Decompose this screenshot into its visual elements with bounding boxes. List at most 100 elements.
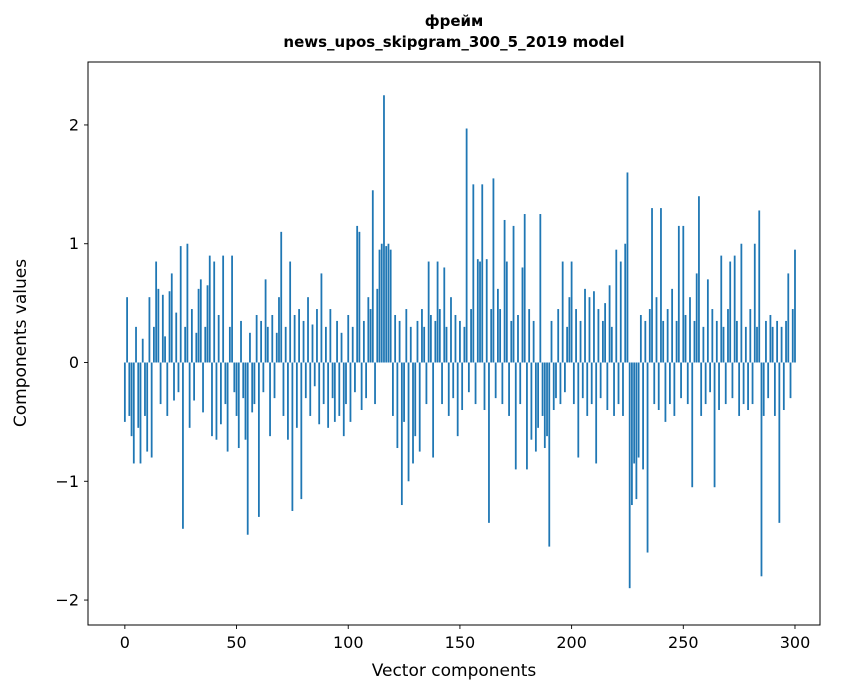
bar xyxy=(776,320,779,363)
bar xyxy=(164,336,166,363)
bar xyxy=(403,362,405,422)
bar xyxy=(409,326,412,363)
bar xyxy=(329,309,332,363)
bar xyxy=(564,362,566,393)
bar xyxy=(436,261,439,363)
bar xyxy=(566,326,569,363)
bar xyxy=(340,332,343,363)
bar xyxy=(432,362,435,458)
bar xyxy=(624,243,627,363)
bar xyxy=(128,362,131,416)
bar xyxy=(505,261,508,363)
x-tick-label: 300 xyxy=(780,633,811,652)
bar xyxy=(767,362,770,399)
bar xyxy=(546,362,548,437)
bar xyxy=(195,332,198,363)
bar xyxy=(132,362,135,464)
bar xyxy=(749,309,752,363)
bar xyxy=(307,297,309,363)
bar xyxy=(226,362,229,452)
bar xyxy=(184,326,187,363)
bar xyxy=(626,172,629,363)
bar xyxy=(313,362,316,387)
bar xyxy=(541,362,544,416)
bar xyxy=(706,279,709,363)
bar xyxy=(295,362,298,428)
y-tick-label: −2 xyxy=(55,591,79,610)
bar xyxy=(275,332,278,363)
bar xyxy=(787,273,790,363)
bar xyxy=(467,362,470,393)
bar xyxy=(235,362,238,416)
bar xyxy=(691,362,694,488)
bar xyxy=(597,309,600,363)
bar xyxy=(669,362,671,405)
bar xyxy=(130,362,133,437)
bar xyxy=(722,326,725,363)
bar xyxy=(412,362,414,464)
bar xyxy=(733,255,736,363)
bar xyxy=(595,362,598,464)
bar xyxy=(253,362,256,405)
bar xyxy=(204,326,207,363)
y-axis-label: Components values xyxy=(11,259,31,427)
bar xyxy=(648,309,651,363)
bar xyxy=(222,255,225,363)
bar xyxy=(568,297,571,363)
bar xyxy=(211,362,213,437)
bar xyxy=(260,320,263,363)
bar xyxy=(396,362,399,449)
bar xyxy=(633,362,636,464)
bar xyxy=(689,297,691,363)
bar xyxy=(731,362,734,399)
bar xyxy=(494,362,497,399)
bar xyxy=(548,362,551,547)
bar xyxy=(561,261,564,363)
bar xyxy=(736,320,738,363)
x-tick-label: 150 xyxy=(445,633,476,652)
bar xyxy=(702,326,705,363)
bar xyxy=(771,326,774,363)
bar xyxy=(753,243,756,363)
bar xyxy=(278,297,280,363)
bar xyxy=(287,362,289,440)
bar xyxy=(215,362,218,440)
bar xyxy=(188,362,191,428)
bar xyxy=(756,326,758,363)
bar xyxy=(217,314,220,363)
bar xyxy=(718,362,720,411)
bars-group xyxy=(123,95,796,589)
bar xyxy=(429,314,432,363)
bar xyxy=(497,288,499,363)
bar xyxy=(476,259,479,363)
bar xyxy=(550,320,553,363)
bar xyxy=(148,297,151,363)
bar xyxy=(642,362,644,470)
bar xyxy=(488,362,490,523)
bar xyxy=(199,279,202,363)
bar xyxy=(534,362,537,452)
x-tick-label: 200 xyxy=(556,633,587,652)
bar xyxy=(333,362,336,422)
bar xyxy=(651,208,653,363)
bar xyxy=(456,362,459,437)
bar xyxy=(356,225,359,363)
y-tick-label: 1 xyxy=(69,234,79,253)
bar xyxy=(380,243,383,363)
bar xyxy=(135,326,137,363)
bar xyxy=(720,255,723,363)
ticks-group: 0 50 100 150 200 250 300 −2 −1 0 1 2 xyxy=(55,115,810,652)
bar xyxy=(208,255,211,363)
bar xyxy=(686,362,689,405)
bar xyxy=(392,362,394,416)
bar xyxy=(161,294,164,363)
bar xyxy=(780,326,783,363)
bar xyxy=(177,362,180,393)
bar xyxy=(698,196,700,363)
bar xyxy=(715,320,718,363)
chart-title-line1: фрейм xyxy=(425,12,484,30)
bar xyxy=(262,362,265,393)
bar xyxy=(483,362,486,411)
bar xyxy=(773,362,776,416)
bar xyxy=(293,314,296,363)
